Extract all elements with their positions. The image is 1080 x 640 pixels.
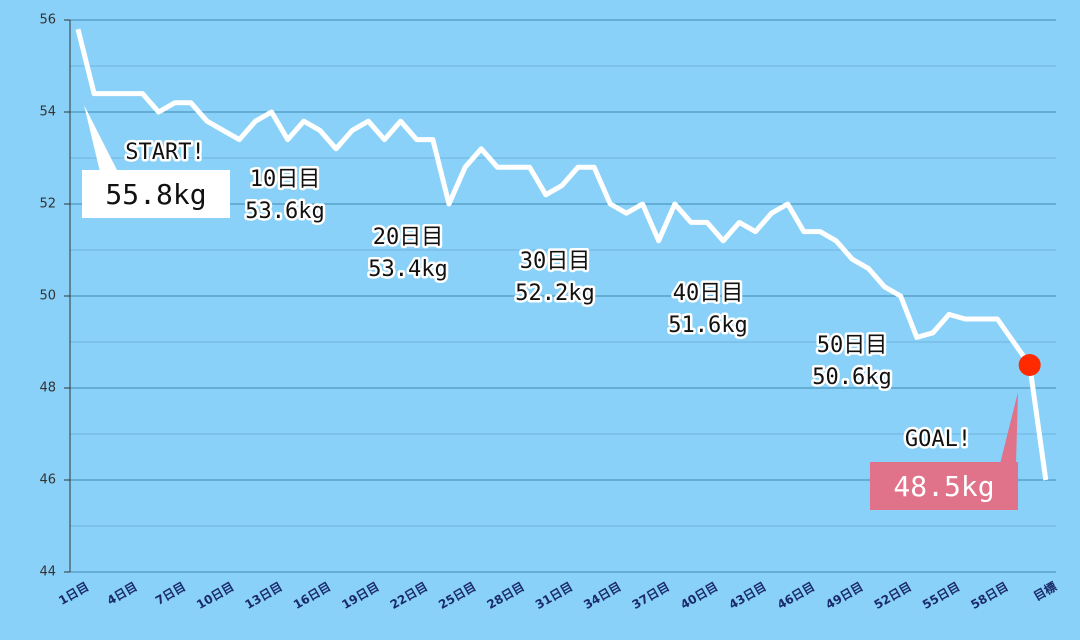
x-tick-label: 25日目 xyxy=(436,580,478,612)
milestone-value: 51.6kg xyxy=(668,313,747,338)
start-box xyxy=(82,170,230,218)
y-tick-label: 50 xyxy=(39,289,56,304)
start-label: START! xyxy=(125,140,204,165)
x-tick-label: 40日目 xyxy=(678,580,720,612)
x-tick-label: 37日目 xyxy=(630,580,672,612)
y-tick-label: 46 xyxy=(39,473,56,488)
milestone-value: 52.2kg xyxy=(515,281,594,306)
milestone-label: 50日目 xyxy=(817,333,888,358)
milestone-value: 53.4kg xyxy=(368,257,447,282)
start-pointer xyxy=(84,105,118,172)
y-tick-label: 52 xyxy=(39,197,56,212)
goal-box xyxy=(870,462,1018,510)
x-tick-label: 7日目 xyxy=(153,580,188,608)
y-tick-label: 54 xyxy=(39,105,56,120)
milestone-value: 53.6kg xyxy=(245,199,324,224)
milestone-label: 40日目 xyxy=(673,281,744,306)
x-tick-label: 58日目 xyxy=(968,580,1010,612)
milestone-value: 50.6kg xyxy=(812,365,891,390)
x-tick-label: 52日目 xyxy=(872,580,914,612)
x-tick-label: 1日目 xyxy=(56,580,91,608)
line xyxy=(75,28,1049,481)
milestone-label: 10日目 xyxy=(250,167,321,192)
x-tick-label: 目標 xyxy=(1031,579,1059,604)
x-tick-label: 13日目 xyxy=(243,580,285,612)
x-tick-label: 4日目 xyxy=(105,580,140,608)
y-tick-label: 56 xyxy=(39,13,56,28)
y-tick-label: 48 xyxy=(39,381,56,396)
x-tick-label: 34日目 xyxy=(581,580,623,612)
x-tick-label: 43日目 xyxy=(726,580,768,612)
x-tick-label: 10日目 xyxy=(194,580,236,612)
milestone-label: 20日目 xyxy=(373,225,444,250)
goal-label: GOAL! xyxy=(905,427,971,452)
milestone-label: 30日目 xyxy=(520,249,591,274)
y-tick-label: 44 xyxy=(39,565,56,580)
x-tick-label: 22日目 xyxy=(388,580,430,612)
goal-marker xyxy=(1018,354,1041,376)
x-tick-label: 49日目 xyxy=(823,580,865,612)
x-tick-label: 31日目 xyxy=(533,580,575,612)
goal-value: 48.5kg xyxy=(893,470,994,503)
x-tick-label: 55日目 xyxy=(920,580,962,612)
x-tick-label: 19日目 xyxy=(339,580,381,612)
x-tick-label: 46日目 xyxy=(775,580,817,612)
goal-pointer xyxy=(1000,392,1018,464)
x-tick-label: 28日目 xyxy=(485,580,527,612)
start-value: 55.8kg xyxy=(105,178,206,211)
x-tick-label: 16日目 xyxy=(291,580,333,612)
